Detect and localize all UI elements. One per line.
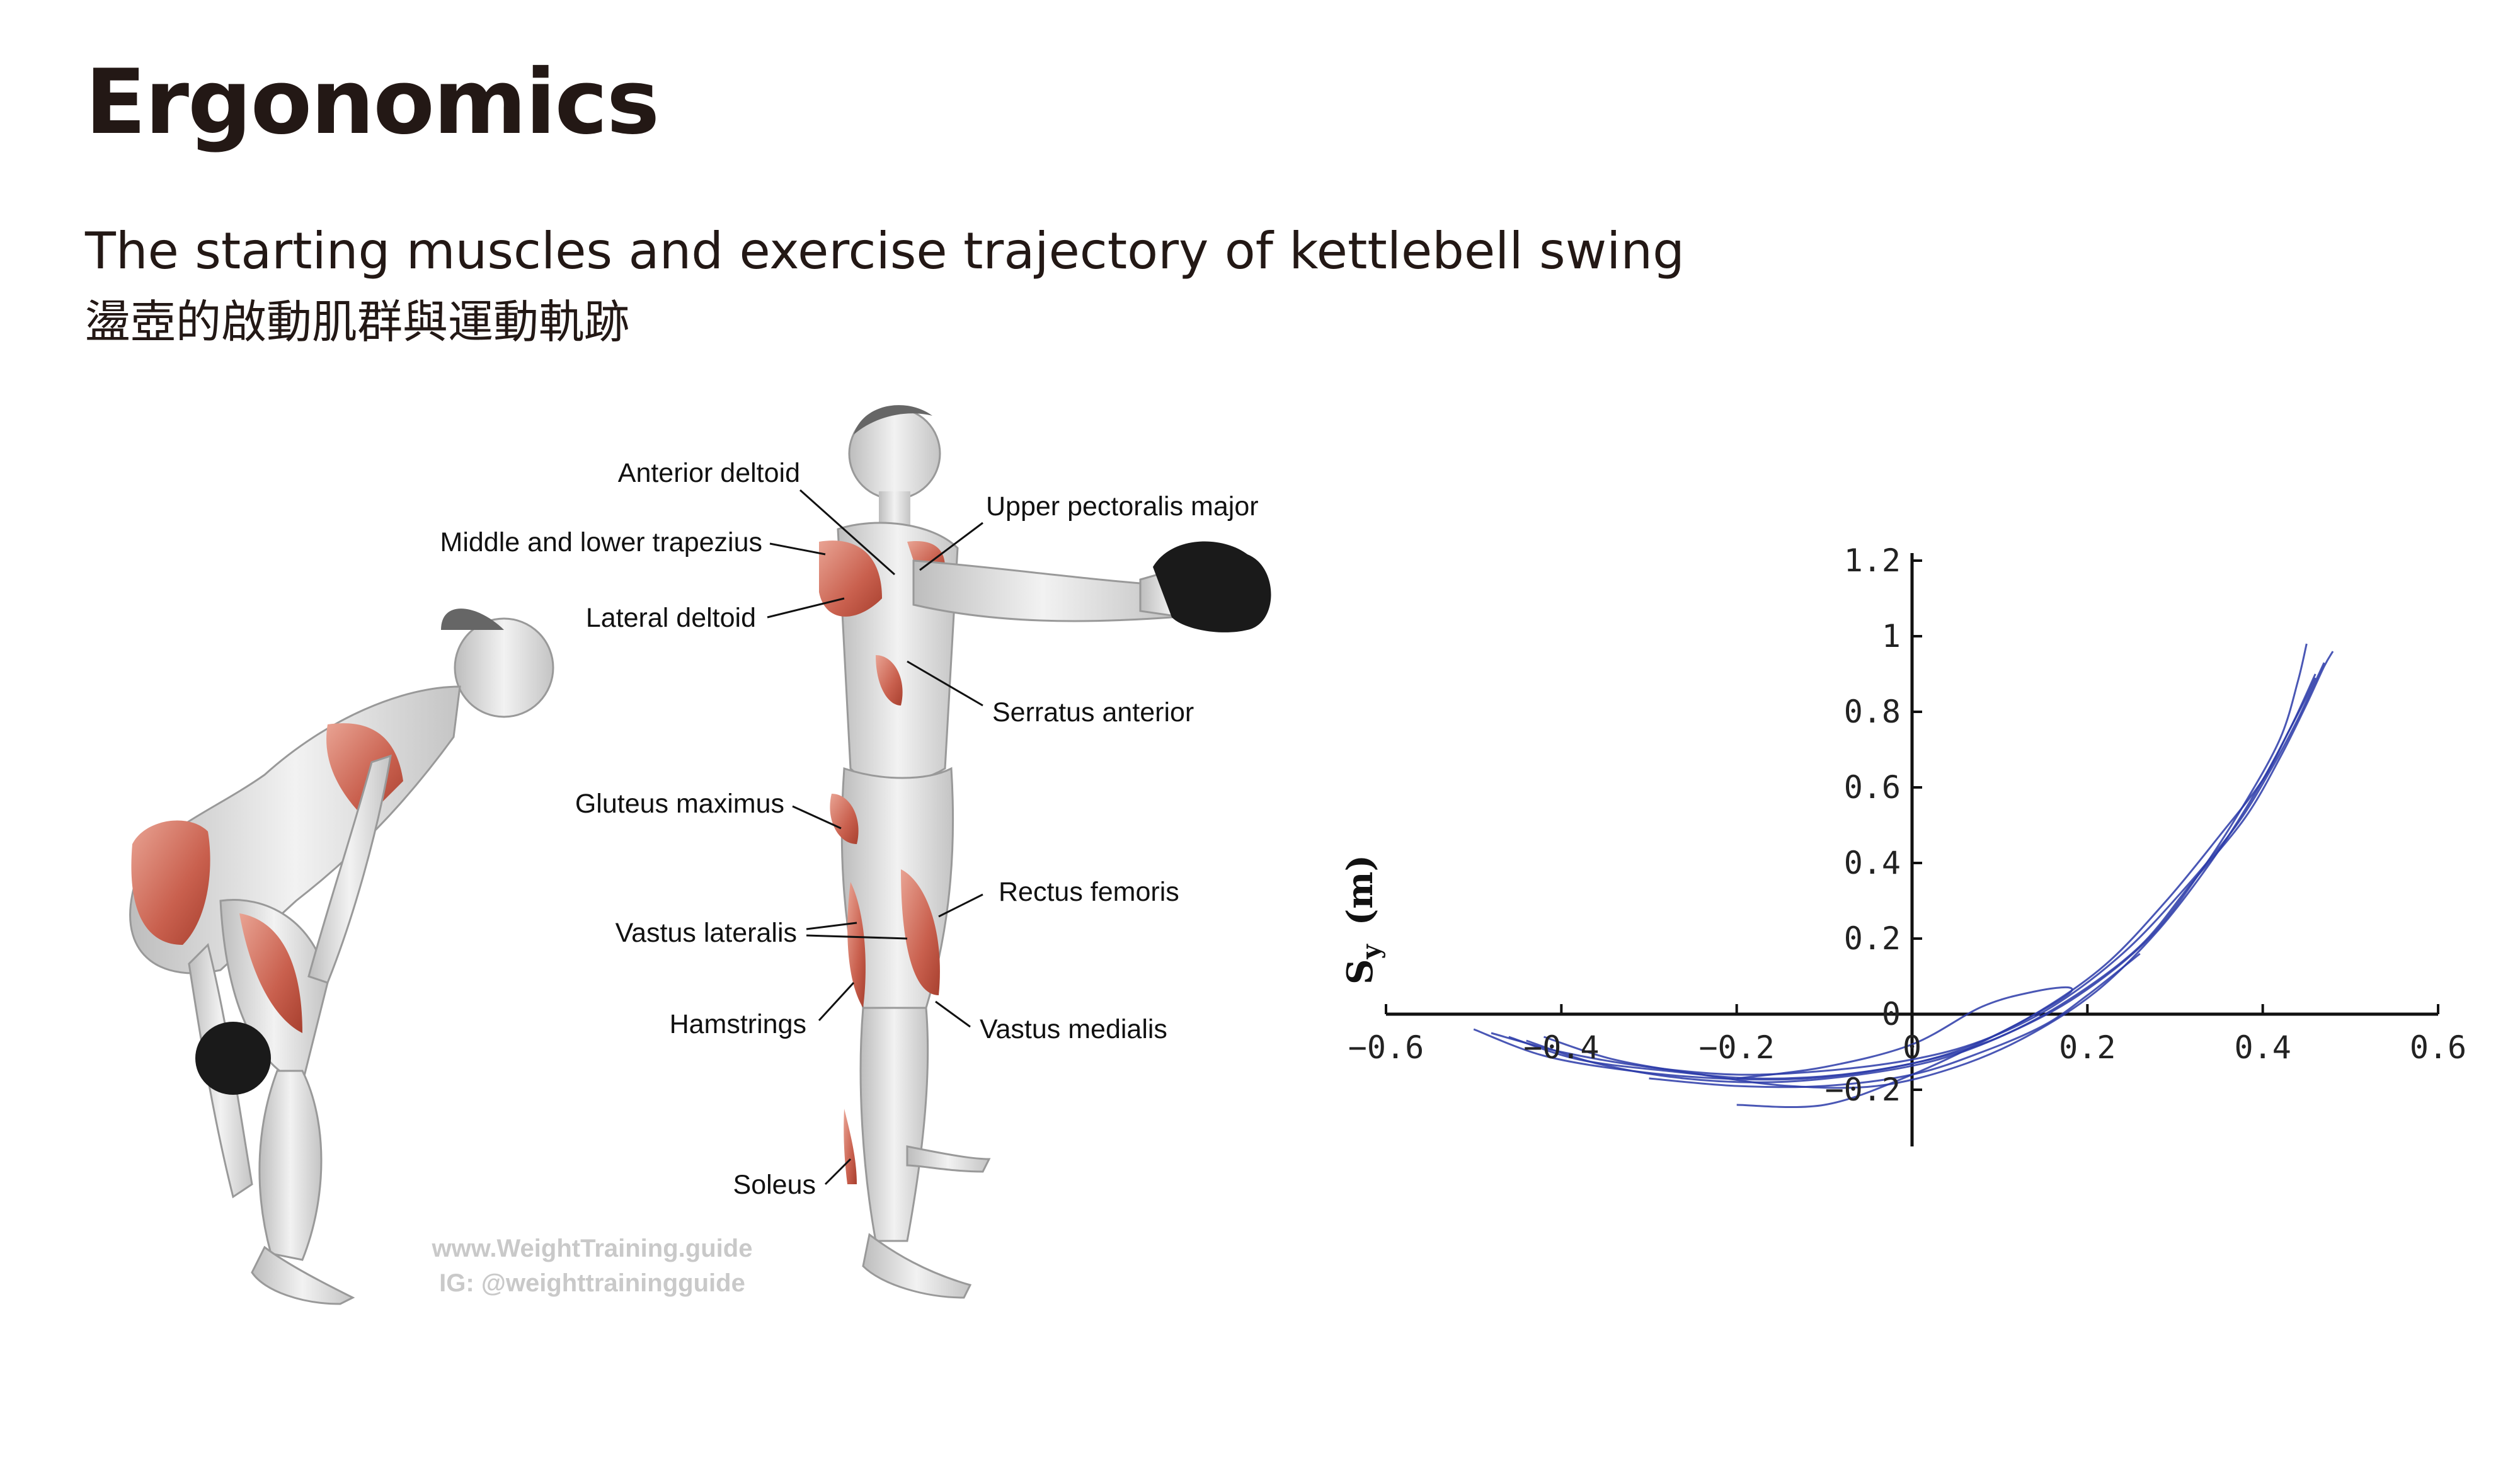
- x-tick-label: −0.2: [1698, 1029, 1774, 1066]
- label-hamstrings: Hamstrings: [670, 1009, 806, 1039]
- y-tick-label: 0.8: [1844, 694, 1901, 730]
- y-tick-label: 0.6: [1844, 769, 1901, 806]
- chart-series: [1473, 643, 2334, 1109]
- label-serratus-anterior: Serratus anterior: [992, 697, 1194, 728]
- y-tick-label: 1: [1882, 618, 1901, 654]
- y-tick-label: −0.2: [1825, 1071, 1901, 1108]
- y-tick-label: 0.2: [1844, 920, 1901, 957]
- y-axis-subscript: y: [1356, 944, 1386, 960]
- x-tick-label: 0.6: [2410, 1029, 2466, 1066]
- label-vastus-medialis: Vastus medialis: [980, 1014, 1167, 1044]
- label-rectus-femoris: Rectus femoris: [999, 877, 1179, 907]
- y-axis-title: Sy (m): [1339, 855, 1386, 985]
- label-soleus: Soleus: [733, 1170, 816, 1200]
- chart-axes: [1385, 553, 2439, 1146]
- x-tick-label: −0.4: [1523, 1029, 1599, 1066]
- label-upper-pectoralis-major: Upper pectoralis major: [986, 491, 1259, 522]
- x-tick-label: 0: [1903, 1029, 1922, 1066]
- y-axis-unit: (m): [1339, 855, 1381, 925]
- standing-figure: [819, 405, 1271, 1299]
- page-subtitle-zh: 盪壺的啟動肌群與運動軌跡: [85, 295, 630, 348]
- x-tick-label: −0.6: [1348, 1029, 1424, 1066]
- page-subtitle: The starting muscles and exercise trajec…: [85, 222, 1685, 280]
- leader-lines: [767, 489, 983, 1185]
- chart-tick-labels: −0.6 −0.4 −0.2 0 0.2 0.4 0.6−0.200.20.40.60.81…: [1348, 542, 2466, 1108]
- watermark-instagram: IG: @weighttrainingguide: [439, 1269, 745, 1297]
- label-lateral-deltoid: Lateral deltoid: [586, 603, 756, 633]
- trajectory-series-7: [1649, 952, 2141, 1088]
- kettlebell-top: [1153, 541, 1271, 632]
- page-title: Ergonomics: [85, 50, 660, 154]
- trajectory-chart: −0.6 −0.4 −0.2 0 0.2 0.4 0.6−0.200.20.40.60.81…: [1339, 542, 2466, 1146]
- bent-over-figure: [129, 608, 554, 1305]
- watermark-website: www.WeightTraining.guide: [432, 1235, 753, 1262]
- label-vastus-lateralis: Vastus lateralis: [616, 918, 797, 948]
- label-gluteus-maximus: Gluteus maximus: [575, 789, 784, 819]
- label-anterior-deltoid: Anterior deltoid: [618, 458, 800, 488]
- trajectory-series-3: [1526, 643, 2308, 1083]
- y-tick-label: 1.2: [1844, 542, 1901, 579]
- kettlebell-bottom: [195, 1022, 271, 1095]
- trajectory-series-5: [1544, 673, 2317, 1089]
- trajectory-series-6: [1736, 986, 2073, 1109]
- y-tick-label: 0: [1882, 996, 1901, 1032]
- label-middle-lower-trapezius: Middle and lower trapezius: [440, 527, 763, 557]
- y-axis-symbol: S: [1339, 959, 1381, 985]
- x-tick-label: 0.2: [2059, 1029, 2116, 1066]
- x-tick-label: 0.4: [2235, 1029, 2291, 1066]
- y-tick-label: 0.4: [1844, 845, 1901, 881]
